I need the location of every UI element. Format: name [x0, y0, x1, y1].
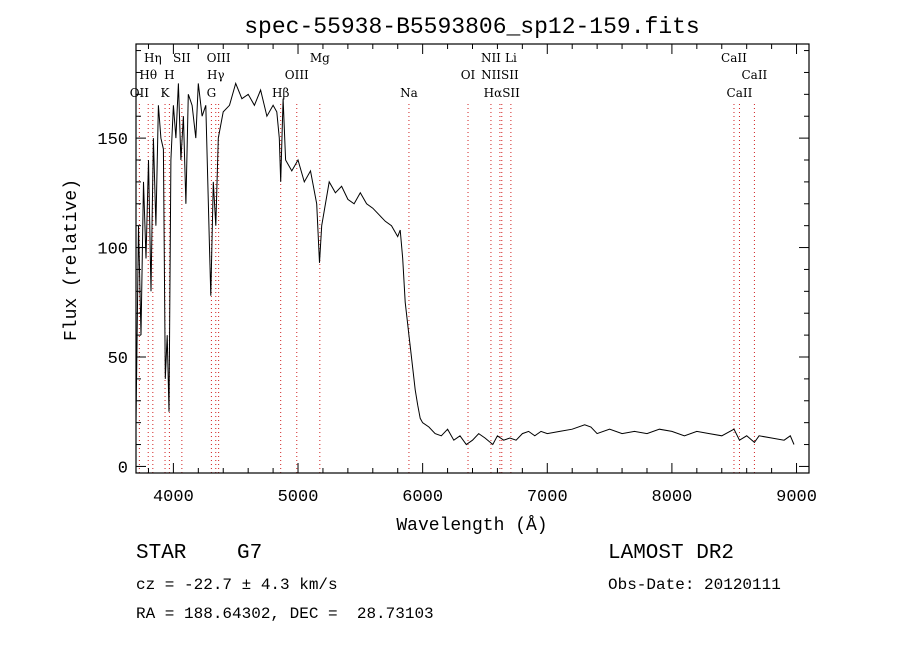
- marker-label: SII: [173, 51, 191, 65]
- plot-frame: [135, 43, 810, 474]
- marker-label: Hθ: [139, 68, 157, 82]
- observation-date: Obs-Date: 20120111: [608, 576, 781, 594]
- chart-title: spec-55938-B5593806_sp12-159.fits: [244, 14, 699, 40]
- marker-label: CaII: [727, 86, 753, 100]
- y-tick-label: 0: [118, 459, 128, 478]
- marker-label: NII: [481, 51, 501, 65]
- marker-label: OI: [461, 68, 476, 82]
- marker-label: G: [207, 86, 217, 100]
- marker-label: Hη: [144, 51, 162, 65]
- x-tick-label: 7000: [527, 488, 568, 507]
- marker-label: Hβ: [272, 86, 289, 100]
- redshift-velocity: cz = -22.7 ± 4.3 km/s: [136, 576, 338, 594]
- marker-label: OIII: [285, 68, 309, 82]
- marker-label: H: [164, 68, 174, 82]
- marker-label: Li: [505, 51, 517, 65]
- survey-name: LAMOST DR2: [608, 542, 735, 565]
- marker-label: K: [161, 86, 171, 100]
- y-axis-ticks: 0 50 100 150: [97, 50, 809, 478]
- y-tick-label: 150: [97, 131, 128, 150]
- spectrum-line: [135, 81, 795, 446]
- object-class: STAR: [136, 542, 187, 565]
- marker-label: CaII: [741, 68, 767, 82]
- marker-label: NIISII: [481, 68, 519, 82]
- y-tick-label: 100: [97, 241, 128, 260]
- subclass: G7: [237, 542, 263, 565]
- x-tick-label: 4000: [153, 488, 194, 507]
- x-tick-label: 6000: [402, 488, 443, 507]
- marker-label: OII: [130, 86, 150, 100]
- y-tick-label: 50: [108, 350, 128, 369]
- x-axis-ticks: 4000 5000 6000 7000 8000 9000: [147, 44, 817, 507]
- marker-label: Na: [400, 86, 418, 100]
- marker-label: Mg: [310, 51, 330, 65]
- x-axis-label: Wavelength (Å): [396, 515, 547, 536]
- coordinates: RA = 188.64302, DEC = 28.73103: [136, 605, 434, 623]
- marker-label: OIII: [207, 51, 231, 65]
- y-axis-label: Flux (relative): [62, 179, 82, 341]
- marker-label: Hγ: [207, 68, 225, 82]
- x-tick-label: 5000: [278, 488, 319, 507]
- marker-label: CaII: [721, 51, 747, 65]
- marker-label: HαSII: [484, 86, 521, 100]
- x-tick-label: 9000: [776, 488, 817, 507]
- x-tick-label: 8000: [652, 488, 693, 507]
